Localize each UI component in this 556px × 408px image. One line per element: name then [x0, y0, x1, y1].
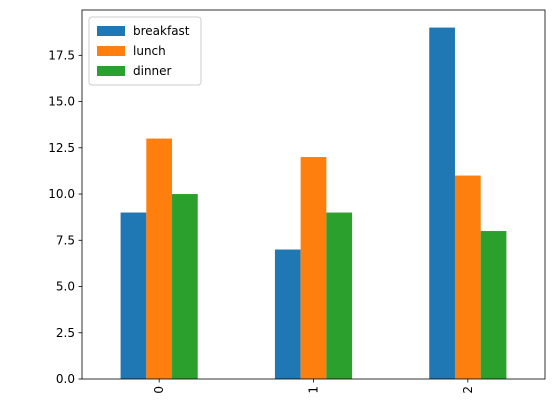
bar-breakfast-1 [274, 249, 301, 379]
x-tick-label: 1 [307, 386, 321, 394]
legend-label-dinner: dinner [133, 64, 172, 78]
y-tick-label: 17.5 [48, 48, 75, 62]
x-tick-label: 2 [461, 386, 475, 394]
bars-group [120, 27, 507, 379]
y-tick-label: 5.0 [56, 280, 75, 294]
bar-breakfast-2 [429, 27, 455, 379]
legend: breakfast lunch dinner [88, 16, 202, 86]
y-tick-label: 7.5 [56, 233, 75, 247]
y-tick-label: 10.0 [48, 187, 75, 201]
legend-swatch-dinner [97, 66, 125, 76]
bar-dinner-1 [326, 212, 353, 379]
bar-lunch-0 [146, 138, 173, 379]
y-tick-label: 2.5 [56, 326, 75, 340]
x-axis-ticks: 0 1 2 [152, 379, 475, 394]
bar-lunch-2 [454, 175, 481, 379]
y-tick-label: 0.0 [56, 372, 75, 386]
bar-dinner-0 [172, 194, 198, 379]
y-tick-label: 15.0 [48, 95, 75, 109]
bar-dinner-2 [480, 231, 507, 379]
bar-lunch-1 [300, 157, 327, 379]
legend-label-breakfast: breakfast [133, 24, 190, 38]
axes-frame [81, 9, 546, 380]
x-tick-label: 0 [152, 386, 166, 394]
legend-swatch-lunch [97, 46, 125, 56]
bar-breakfast-0 [120, 212, 147, 379]
y-tick-label: 12.5 [48, 141, 75, 155]
legend-swatch-breakfast [97, 26, 125, 36]
legend-label-lunch: lunch [133, 44, 166, 58]
y-axis-ticks: 0.0 2.5 5.0 7.5 10.0 12.5 15.0 17.5 [48, 48, 82, 386]
